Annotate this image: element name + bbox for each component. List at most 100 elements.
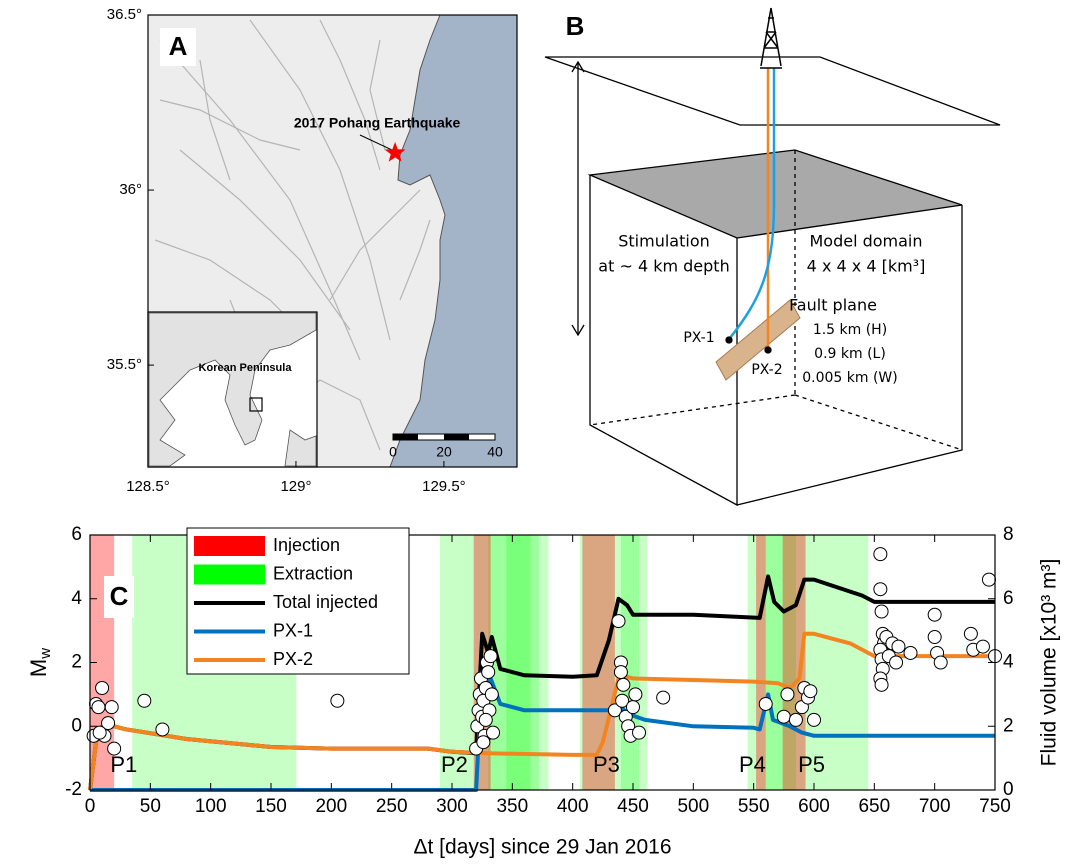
y-tick-label: 4: [71, 588, 82, 609]
epicenter-star: [384, 141, 406, 162]
scale-label: 0: [389, 444, 397, 460]
event-marker: [788, 712, 803, 727]
event-marker: [981, 572, 996, 587]
interval-band: [506, 535, 531, 790]
panel-label: B: [566, 11, 585, 41]
y2-axis-label: Fluid volume [x10³ m³]: [1038, 559, 1061, 767]
x-tick-label: 650: [858, 796, 890, 817]
scale-label: 40: [487, 444, 503, 460]
event-marker: [155, 722, 170, 737]
diagram-text: 0.005 km (W): [802, 370, 898, 386]
y-tick-label: -2: [65, 779, 82, 800]
diagram-text: at ~ 4 km depth: [598, 257, 729, 276]
event-marker: [632, 725, 647, 740]
event-marker: [780, 687, 795, 702]
event-marker: [616, 677, 631, 692]
event-marker: [626, 700, 640, 715]
x-tick-label: 200: [315, 796, 347, 817]
event-marker: [478, 712, 493, 727]
legend-swatch: [194, 564, 265, 585]
legend-label: Total injected: [273, 592, 378, 612]
event-marker: [656, 690, 671, 705]
x-tick-label: 400: [557, 796, 589, 817]
event-marker: [874, 677, 889, 692]
panel-label: C: [110, 581, 129, 611]
event-marker: [891, 639, 906, 654]
well-label: PX-2: [751, 362, 782, 378]
x-tick-label: 600: [798, 796, 830, 817]
interval-band: [765, 535, 796, 790]
diagram-text: 0.9 km (L): [814, 346, 886, 362]
x-tick-label: 128.5°: [126, 478, 170, 495]
interval-band: [439, 535, 549, 790]
diagram-text: Stimulation: [618, 232, 710, 251]
y2-tick-label: 6: [1003, 588, 1014, 609]
event-marker: [107, 741, 122, 756]
phase-label: P5: [798, 752, 825, 777]
y2-tick-label: 0: [1003, 779, 1014, 800]
scale-bar: [444, 434, 469, 440]
panel-label-bg: [160, 28, 196, 66]
event-marker: [476, 735, 491, 750]
event-marker: [95, 681, 110, 695]
inset-label: Korean Peninsula: [199, 362, 293, 374]
y-tick-label: 35.5°: [107, 356, 142, 373]
interval-band: [579, 535, 648, 790]
event-marker: [613, 665, 628, 680]
map-frame: [147, 14, 518, 468]
c-label-bg: [104, 576, 134, 618]
event-marker: [776, 709, 791, 724]
x-tick-label: 300: [436, 796, 468, 817]
panel-label: A: [169, 31, 188, 61]
event-marker: [889, 655, 904, 670]
y-axis-label: Mw: [26, 648, 54, 677]
x-tick-label: 500: [677, 796, 709, 817]
event-marker: [807, 712, 821, 727]
event-marker: [607, 703, 622, 718]
event-marker: [330, 693, 345, 708]
event-marker: [101, 716, 116, 731]
phase-label: P4: [739, 752, 766, 777]
x-tick-label: 750: [979, 796, 1011, 817]
interval-band: [756, 535, 766, 790]
event-marker: [92, 725, 107, 740]
y-tick-label: 0: [71, 715, 82, 736]
y-axis-label-sub: w: [37, 648, 54, 660]
x-tick-label: 250: [376, 796, 408, 817]
x-tick-label: 0: [85, 796, 96, 817]
series-line: [88, 631, 995, 791]
event-marker: [91, 700, 106, 715]
event-marker: [933, 655, 948, 670]
x-tick-label: 550: [738, 796, 770, 817]
x-tick-label: 450: [617, 796, 649, 817]
event-marker: [927, 607, 942, 622]
scale-bar: [393, 434, 418, 440]
event-marker: [104, 700, 119, 715]
event-marker: [963, 626, 978, 641]
event-marker: [611, 614, 626, 629]
point-label: 2017 Pohang Earthquake: [294, 115, 461, 131]
event-marker: [903, 645, 918, 660]
phase-label: P2: [441, 752, 468, 777]
legend-label: Extraction: [273, 563, 353, 583]
event-marker: [975, 639, 990, 654]
y2-tick-label: 4: [1003, 652, 1014, 673]
y2-tick-label: 8: [1003, 524, 1014, 545]
event-marker: [483, 649, 498, 664]
event-marker: [628, 687, 643, 702]
event-marker: [137, 693, 152, 708]
y-tick-label: 6: [71, 524, 82, 545]
x-axis-label: Δt [days] since 29 Jan 2016: [413, 836, 671, 859]
event-marker: [873, 582, 888, 597]
diagram-text: 1.5 km (H): [813, 322, 887, 338]
event-marker: [481, 665, 496, 680]
event-marker: [803, 684, 818, 699]
x-tick-label: 700: [919, 796, 951, 817]
x-tick-label: 129°: [280, 478, 311, 495]
phase-label: P1: [110, 752, 137, 777]
legend-label: PX-2: [273, 649, 313, 669]
annotation-arrow: [359, 134, 393, 151]
well-label: PX-1: [683, 330, 714, 346]
legend-swatch: [194, 536, 265, 556]
